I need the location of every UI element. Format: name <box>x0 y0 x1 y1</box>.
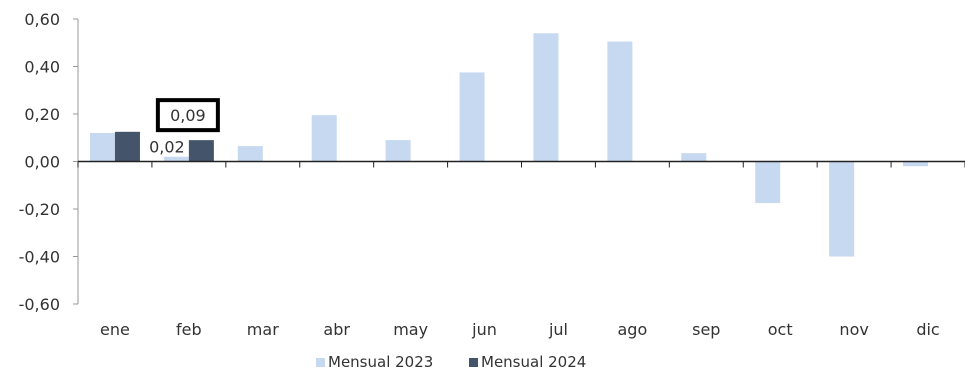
bar-2023-mar <box>237 146 263 162</box>
legend-swatch <box>316 358 325 367</box>
legend: Mensual 2023 Mensual 2024 <box>316 353 586 371</box>
bar-2023-dic <box>903 161 929 167</box>
y-tick-label: -0,20 <box>19 200 60 219</box>
y-tick-label: -0,60 <box>19 295 60 314</box>
data-label-value: 0,02 <box>149 138 185 157</box>
x-tick-label: oct <box>768 320 793 339</box>
x-tick-label: ene <box>100 320 130 339</box>
x-tick-label: jun <box>471 320 497 339</box>
y-tick-label: 0,60 <box>24 10 60 29</box>
y-tick-label: 0,40 <box>24 58 60 77</box>
x-tick-label: sep <box>692 320 720 339</box>
bar-2023-jul <box>533 33 559 162</box>
bar-2023-abr <box>311 115 337 162</box>
data-label-box <box>155 98 220 133</box>
data-labels: 0,02 0,09 <box>149 98 220 157</box>
data-label-value: 0,09 <box>170 106 206 125</box>
x-tick-label: abr <box>323 320 350 339</box>
legend-label: Mensual 2023 <box>328 353 433 371</box>
bar-2023-oct <box>755 161 781 204</box>
bar-2023-sep <box>681 153 707 162</box>
bar-2023-ago <box>607 41 633 162</box>
y-axis: -0,60 -0,40 -0,20 0,00 0,20 0,40 0,60 <box>19 10 79 314</box>
bar-2023-may <box>385 140 411 162</box>
x-tick-label: dic <box>916 320 939 339</box>
legend-label: Mensual 2024 <box>481 353 586 371</box>
x-axis: ene feb mar abr may jun jul ago sep oct nov dic <box>77 160 965 339</box>
x-tick-label: may <box>393 320 428 339</box>
x-tick-label: jul <box>548 320 568 339</box>
bar-2024-feb <box>188 140 214 162</box>
y-tick-label: -0,40 <box>19 248 60 267</box>
bar-2023-jun <box>459 72 485 162</box>
bar-2023-ene <box>89 133 115 162</box>
y-tick-label: 0,00 <box>24 153 60 172</box>
bars <box>89 33 929 257</box>
x-tick-label: nov <box>839 320 868 339</box>
bar-2024-ene <box>114 131 140 162</box>
y-tick-label: 0,20 <box>24 105 60 124</box>
x-tick-label: ago <box>618 320 648 339</box>
x-tick-label: mar <box>247 320 279 339</box>
bar-2023-feb <box>163 156 189 162</box>
bar-2023-nov <box>829 161 855 257</box>
legend-swatch <box>469 358 478 367</box>
x-tick-label: feb <box>176 320 202 339</box>
